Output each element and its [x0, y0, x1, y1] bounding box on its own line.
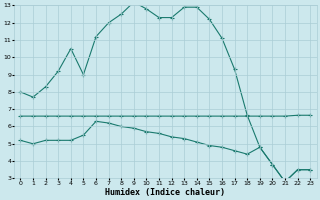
X-axis label: Humidex (Indice chaleur): Humidex (Indice chaleur): [105, 188, 225, 197]
